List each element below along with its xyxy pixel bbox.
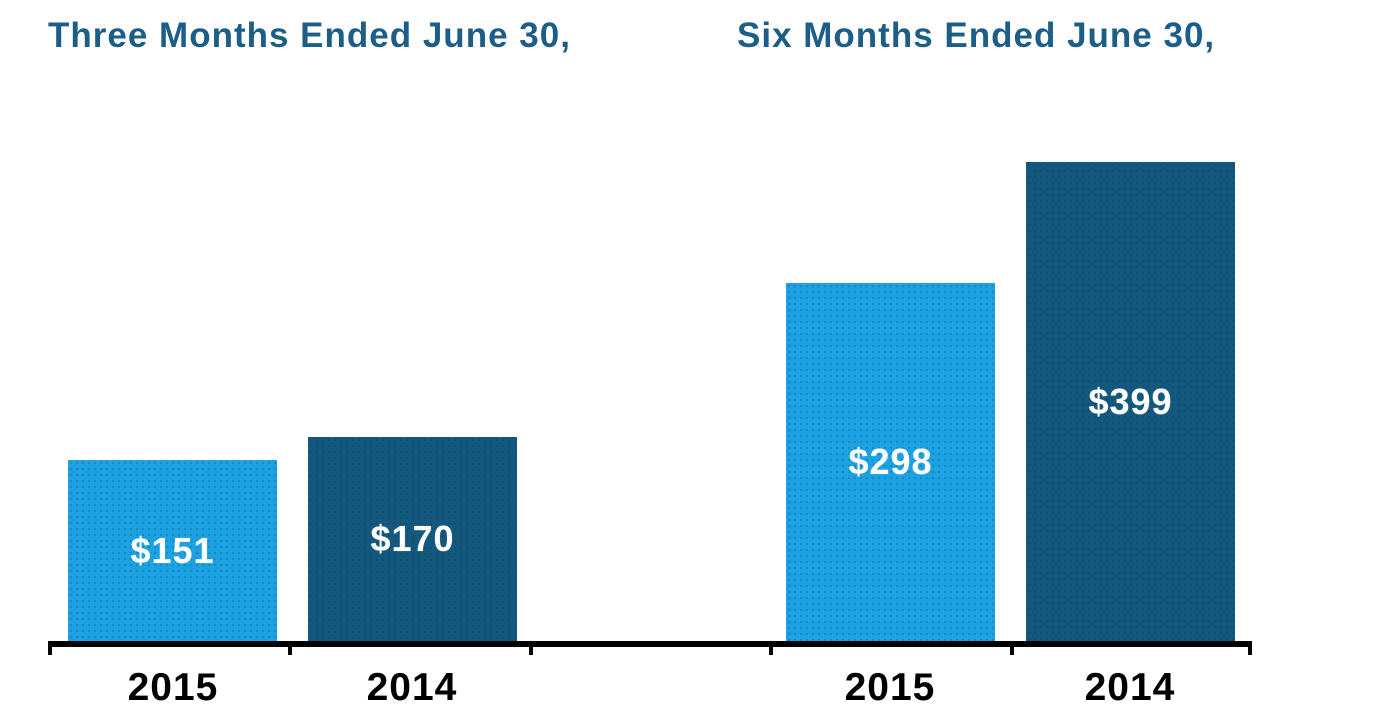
x-axis-tick [1248, 641, 1252, 655]
x-tick-label-three-months-2015: 2015 [127, 666, 219, 709]
bar-value-label: $399 [1088, 380, 1173, 422]
bar-three-months-2015: $151 [68, 460, 277, 641]
bar-value-label: $298 [848, 441, 933, 482]
x-axis-tick [529, 641, 533, 655]
bar-three-months-2014: $170 [308, 437, 517, 641]
bar-six-months-2015: $298 [786, 283, 995, 641]
bar-value-label: $151 [130, 529, 215, 571]
x-axis-tick [1010, 641, 1014, 655]
group-title-three-months: Three Months Ended June 30, [48, 16, 571, 55]
x-axis-tick [288, 641, 292, 655]
x-axis-line [48, 641, 1252, 647]
group-title-six-months: Six Months Ended June 30, [737, 16, 1216, 55]
x-tick-label-six-months-2015: 2015 [844, 666, 936, 709]
x-tick-label-three-months-2014: 2014 [366, 666, 458, 709]
x-tick-label-six-months-2014: 2014 [1084, 666, 1176, 709]
x-axis-tick [769, 641, 773, 655]
x-axis-tick [48, 641, 52, 655]
bar-value-label: $170 [370, 518, 455, 559]
bar-six-months-2014: $399 [1026, 162, 1235, 641]
